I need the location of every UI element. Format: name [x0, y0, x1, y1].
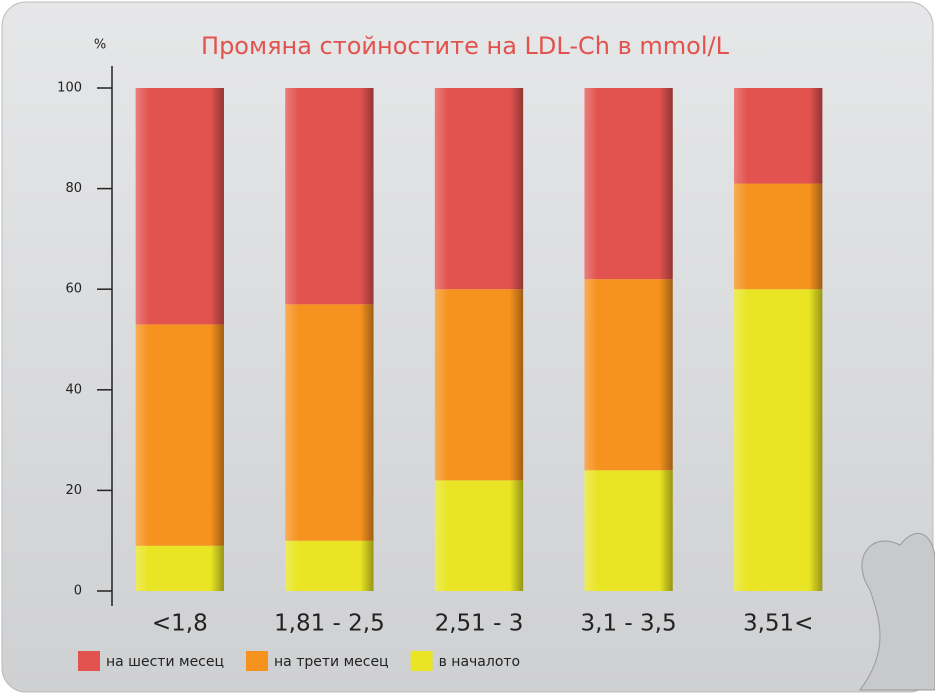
x-tick-label: 1,81 - 2,5 [274, 611, 385, 637]
bar-shade [734, 88, 822, 184]
y-tick-label: 100 [57, 81, 82, 96]
bar-shade [285, 88, 373, 304]
bar-shade [136, 546, 224, 591]
bar-shade [734, 184, 822, 290]
legend-swatch [411, 651, 433, 671]
legend-swatch [246, 651, 268, 671]
bar-shade [136, 324, 224, 545]
bar-shade [584, 88, 672, 279]
chart: Промяна стойностите на LDL-Ch в mmol/L %… [0, 0, 935, 694]
bar-shade [285, 304, 373, 540]
x-tick-label: 3,1 - 3,5 [581, 611, 677, 637]
legend-label: на трети месец [274, 654, 389, 670]
legend-label: на шести месец [106, 654, 224, 670]
y-axis-label: % [94, 38, 106, 53]
bar-shade [136, 88, 224, 324]
x-tick-label: 3,51< [743, 611, 813, 637]
y-tick-label: 20 [65, 483, 82, 498]
legend-swatch [78, 651, 100, 671]
x-tick-label: 2,51 - 3 [435, 611, 524, 637]
bar-shade [734, 289, 822, 591]
bar-shade [435, 289, 523, 480]
bar-shade [435, 88, 523, 289]
bar-shade [435, 480, 523, 591]
y-tick-label: 60 [65, 282, 82, 297]
bar-shade [584, 279, 672, 470]
bar-shade [285, 541, 373, 591]
y-tick-label: 40 [65, 382, 82, 397]
y-tick-label: 80 [65, 181, 82, 196]
x-tick-label: <1,8 [152, 611, 208, 637]
y-tick-label: 0 [74, 584, 82, 599]
legend-label: в началото [439, 654, 521, 670]
bar-shade [584, 470, 672, 591]
chart-title: Промяна стойностите на LDL-Ch в mmol/L [201, 32, 730, 60]
